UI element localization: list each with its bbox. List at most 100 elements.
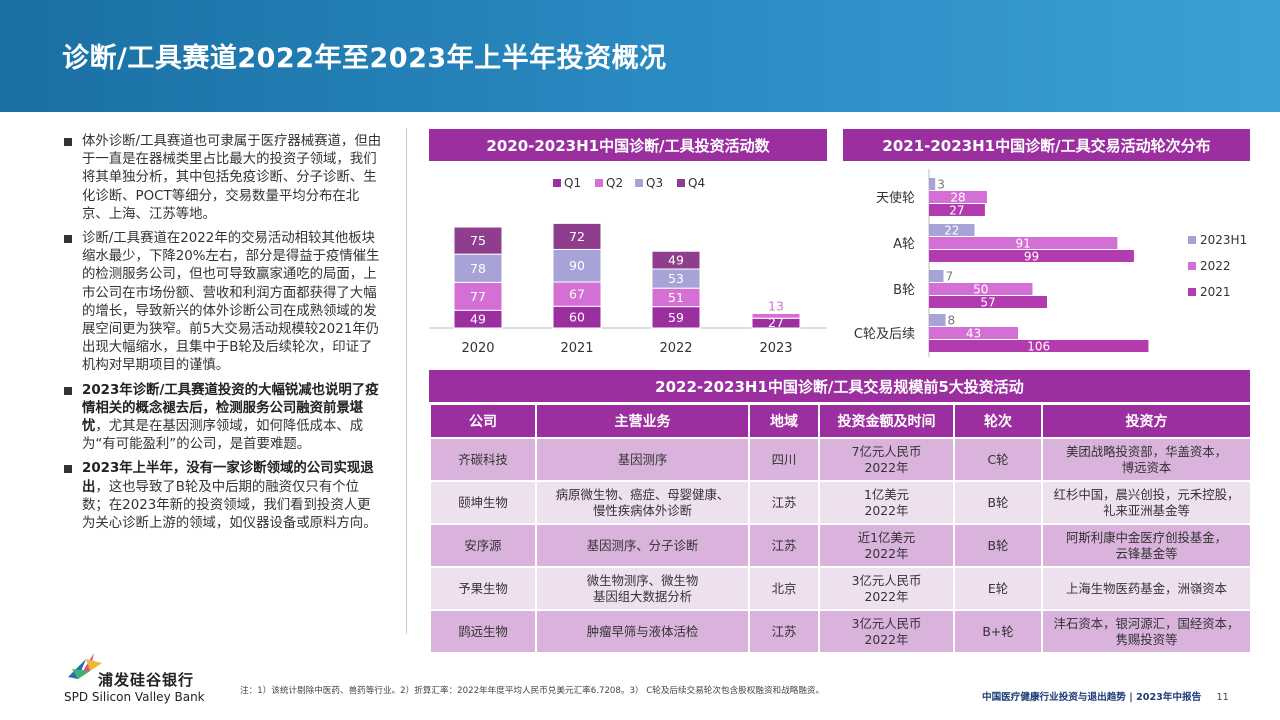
- table-cell: 江苏: [748, 523, 820, 568]
- table-cell: 阿斯利康中金医疗创投基金， 云锋基金等: [1041, 523, 1252, 568]
- legend-label-2021: 2021: [1200, 285, 1231, 299]
- table-row: 颐坤生物 病原微生物、癌症、母婴健康、 慢性疾病体外诊断 江苏 1亿美元 2022年 B…: [429, 480, 1252, 525]
- table-header-row: 公司 主营业务 地域 投资金额及时间 轮次 投资方: [429, 403, 1252, 439]
- data-label: 13: [768, 299, 784, 314]
- table-cell: 美团战略投资部，华盖资本， 博远资本: [1041, 437, 1252, 482]
- bullet-text: 诊断/工具赛道在2022年的交易活动相较其他板块缩水最少，下降20%左右，部分是…: [82, 231, 380, 374]
- data-label: 91: [1016, 237, 1031, 251]
- data-label: 60: [569, 310, 585, 325]
- data-label: 90: [569, 258, 585, 273]
- x-tick-label: 2023: [759, 341, 792, 356]
- report-footer: 中国医疗健康行业投资与退出趋势 | 2023年中报告 11: [982, 689, 1229, 703]
- data-label: 22: [944, 224, 959, 238]
- table-cell: 予果生物: [429, 566, 537, 611]
- bar-天使轮-2023H1: [929, 178, 936, 190]
- table-header-cell: 投资方: [1041, 403, 1252, 439]
- table-row: 安序源 基因测序、分子诊断 江苏 近1亿美元 2022年 B轮 阿斯利康中金医疗创投基金，…: [429, 523, 1252, 568]
- data-label: 50: [973, 283, 988, 297]
- data-label: 51: [668, 290, 684, 305]
- table-cell: B轮: [953, 480, 1043, 525]
- table-cell: B轮: [953, 523, 1043, 568]
- bullet-bold-text: 2023年诊断/工具赛道投资的大幅锐减也说明了疫情相关的概念褪去后，检测服务公司…: [82, 382, 379, 435]
- logo-name-cn: 浦发硅谷银行: [98, 671, 195, 689]
- bullet-text: ，这也导致了B轮及中后期的融资仅只有个位数；在2023年新的投资领域，我们看到投…: [82, 479, 377, 532]
- table-cell: 北京: [748, 566, 820, 611]
- data-label: 57: [980, 296, 995, 310]
- data-label: 3: [937, 178, 945, 192]
- bar-天使轮-2022: [929, 191, 987, 203]
- bar-2022-q4: [651, 250, 701, 270]
- table-cell: 1亿美元 2022年: [818, 480, 955, 525]
- legend-swatch-q1: [553, 179, 561, 187]
- logo-mark-icon: [68, 653, 102, 679]
- bullet-item: 诊断/工具赛道在2022年的交易活动相较其他板块缩水最少，下降20%左右，部分是…: [62, 230, 382, 376]
- legend-swatch-2022: [1188, 262, 1196, 270]
- chart-investment-activity: Q1 Q2 Q3 Q4 49 77 78 75 2020 60 67 90 72 2021 59 51 53 49…: [429, 176, 827, 356]
- data-label: 7: [945, 270, 953, 284]
- legend-label-q3: Q3: [646, 176, 663, 190]
- data-label: 78: [470, 261, 486, 276]
- table-cell: 齐碳科技: [429, 437, 537, 482]
- table-cell: 安序源: [429, 523, 537, 568]
- table-cell: 3亿元人民币 2022年: [818, 566, 955, 611]
- table-cell: 微生物测序、微生物 基因组大数据分析: [535, 566, 750, 611]
- table-cell: 肿瘤早筛与液体活检: [535, 609, 750, 654]
- legend-label-2023H1: 2023H1: [1200, 233, 1247, 247]
- y-tick-label: B轮: [893, 283, 915, 298]
- top-investments-table: 公司 主营业务 地域 投资金额及时间 轮次 投资方 齐碳科技 基因测序 四川 7亿元人民币 20…: [429, 403, 1252, 654]
- table-cell: 7亿元人民币 2022年: [818, 437, 955, 482]
- table-cell: 红杉中国，晨兴创投，元禾控股， 礼来亚洲基金等: [1041, 480, 1252, 525]
- data-label: 49: [470, 312, 486, 327]
- data-label: 72: [569, 229, 585, 244]
- data-label: 99: [1024, 250, 1039, 264]
- bar-C轮及后续-2023H1: [929, 314, 946, 326]
- y-tick-label: 天使轮: [876, 190, 915, 206]
- bullet-square-icon: [64, 386, 72, 395]
- bullet-item: 2023年上半年，没有一家诊断领域的公司实现退出，这也导致了B轮及中后期的融资仅…: [62, 460, 382, 533]
- bullet-list: 体外诊断/工具赛道也可隶属于医疗器械赛道，但由于一直是在器械类里占比最大的投资子…: [62, 133, 382, 539]
- table-header-cell: 公司: [429, 403, 537, 439]
- bar-2020-q2: [453, 281, 503, 311]
- bar-天使轮-2021: [929, 204, 985, 216]
- table-cell: 颐坤生物: [429, 480, 537, 525]
- legend-swatch-q2: [595, 179, 603, 187]
- table-cell: 近1亿美元 2022年: [818, 523, 955, 568]
- table-cell: 上海生物医药基金，洲嶺资本: [1041, 566, 1252, 611]
- bar-B轮-2023H1: [929, 270, 944, 282]
- bullet-square-icon: [64, 465, 72, 474]
- table-header-cell: 主营业务: [535, 403, 750, 439]
- table-cell: 基因测序、分子诊断: [535, 523, 750, 568]
- bullet-square-icon: [64, 235, 72, 244]
- chart2-title: 2021-2023H1中国诊断/工具交易活动轮次分布: [843, 129, 1250, 161]
- bar-2023-q2: [751, 313, 801, 319]
- bar-A轮-2022: [929, 237, 1118, 249]
- bullet-text: 体外诊断/工具赛道也可隶属于医疗器械赛道，但由于一直是在器械类里占比最大的投资子…: [82, 134, 382, 222]
- table-row: 予果生物 微生物测序、微生物 基因组大数据分析 北京 3亿元人民币 2022年 E轮 上海…: [429, 566, 1252, 611]
- table-row: 鹍远生物 肿瘤早筛与液体活检 江苏 3亿元人民币 2022年 B+轮 沣石资本，银河源汇，…: [429, 609, 1252, 654]
- x-tick-label: 2021: [560, 341, 593, 356]
- table-title: 2022-2023H1中国诊断/工具交易规模前5大投资活动: [429, 370, 1250, 402]
- bar-2021-q4: [552, 222, 602, 250]
- legend-swatch-2023H1: [1188, 236, 1196, 244]
- table-cell: 病原微生物、癌症、母婴健康、 慢性疾病体外诊断: [535, 480, 750, 525]
- table-row: 齐碳科技 基因测序 四川 7亿元人民币 2022年 C轮 美团战略投资部，华盖资本， 博远…: [429, 437, 1252, 482]
- legend-swatch-q3: [635, 179, 643, 187]
- bar-A轮-2023H1: [929, 224, 975, 236]
- bar-2020-q3: [453, 253, 503, 283]
- bar-B轮-2022: [929, 283, 1033, 295]
- legend-label-2022: 2022: [1200, 259, 1231, 273]
- table-cell: 江苏: [748, 609, 820, 654]
- bullet-bold-text: 2023年上半年，没有一家诊断领域的公司实现退出: [82, 461, 374, 495]
- data-label: 67: [569, 287, 585, 302]
- table-cell: E轮: [953, 566, 1043, 611]
- bullet-item: 体外诊断/工具赛道也可隶属于医疗器械赛道，但由于一直是在器械类里占比最大的投资子…: [62, 133, 382, 224]
- table-cell: 3亿元人民币 2022年: [818, 609, 955, 654]
- logo-name-en: SPD Silicon Valley Bank: [64, 690, 205, 704]
- x-tick-label: 2020: [461, 341, 494, 356]
- y-tick-label: C轮及后续: [854, 327, 915, 342]
- y-tick-label: A轮: [893, 237, 915, 252]
- footnote: 注：1）该统计剔除中医药、兽药等行业。2）折算汇率：2022年年度平均人民币兑美…: [240, 686, 825, 696]
- table-header-cell: 轮次: [953, 403, 1043, 439]
- data-label: 28: [950, 191, 965, 205]
